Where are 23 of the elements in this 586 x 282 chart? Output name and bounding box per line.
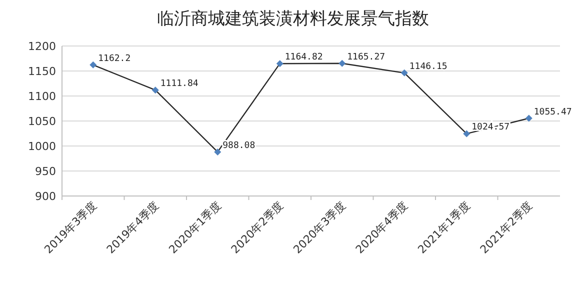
data-label: 1162.2 [98, 54, 131, 64]
y-tick-label: 1200 [28, 40, 56, 53]
point [276, 60, 284, 68]
y-tick-label: 950 [35, 165, 56, 178]
data-label: 1164.82 [284, 52, 323, 63]
point [400, 69, 408, 76]
chart-title: 临沂商城建筑装潢材料发展景气指数 [157, 9, 429, 29]
y-tick-label: 1100 [28, 90, 56, 103]
data-label: 1055.47 [534, 107, 572, 118]
y-tick-label: 1150 [28, 65, 56, 78]
point [338, 60, 346, 67]
point [463, 130, 470, 138]
point [90, 61, 97, 68]
data-label: 1111.84 [160, 79, 198, 90]
data-label: 988.08 [222, 140, 256, 151]
point [214, 148, 222, 156]
point [525, 114, 532, 122]
y-tick-label: 1000 [28, 140, 56, 153]
point [152, 86, 159, 94]
data-label: 1146.15 [409, 62, 448, 72]
y-tick-label: 1050 [28, 115, 56, 128]
data-label: 1165.27 [347, 52, 386, 62]
y-tick-label: 900 [35, 190, 56, 203]
